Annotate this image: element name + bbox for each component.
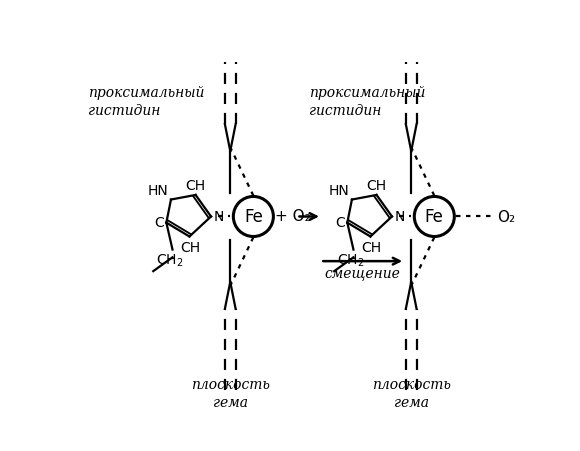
Text: CH: CH xyxy=(186,179,206,193)
Text: N: N xyxy=(213,210,224,224)
Text: + O₂: + O₂ xyxy=(275,209,311,224)
Text: проксимальный
гистидин: проксимальный гистидин xyxy=(309,86,425,118)
Text: N: N xyxy=(394,210,405,224)
Text: HN: HN xyxy=(148,184,169,198)
Text: O₂: O₂ xyxy=(496,210,515,225)
Text: CH$_2$: CH$_2$ xyxy=(338,253,365,269)
Text: CH: CH xyxy=(367,179,387,193)
Text: CH: CH xyxy=(361,240,381,254)
Text: проксимальный
гистидин: проксимальный гистидин xyxy=(88,86,204,118)
Text: C: C xyxy=(154,216,164,230)
Text: Fe: Fe xyxy=(244,208,263,226)
Text: CH$_2$: CH$_2$ xyxy=(157,253,184,269)
Text: Fe: Fe xyxy=(425,208,444,226)
Text: CH: CH xyxy=(180,240,200,254)
Text: смещение: смещение xyxy=(325,265,401,279)
Text: C: C xyxy=(335,216,345,230)
Text: плоскость
гема: плоскость гема xyxy=(372,377,451,409)
Text: плоскость
гема: плоскость гема xyxy=(191,377,270,409)
Text: HN: HN xyxy=(329,184,350,198)
